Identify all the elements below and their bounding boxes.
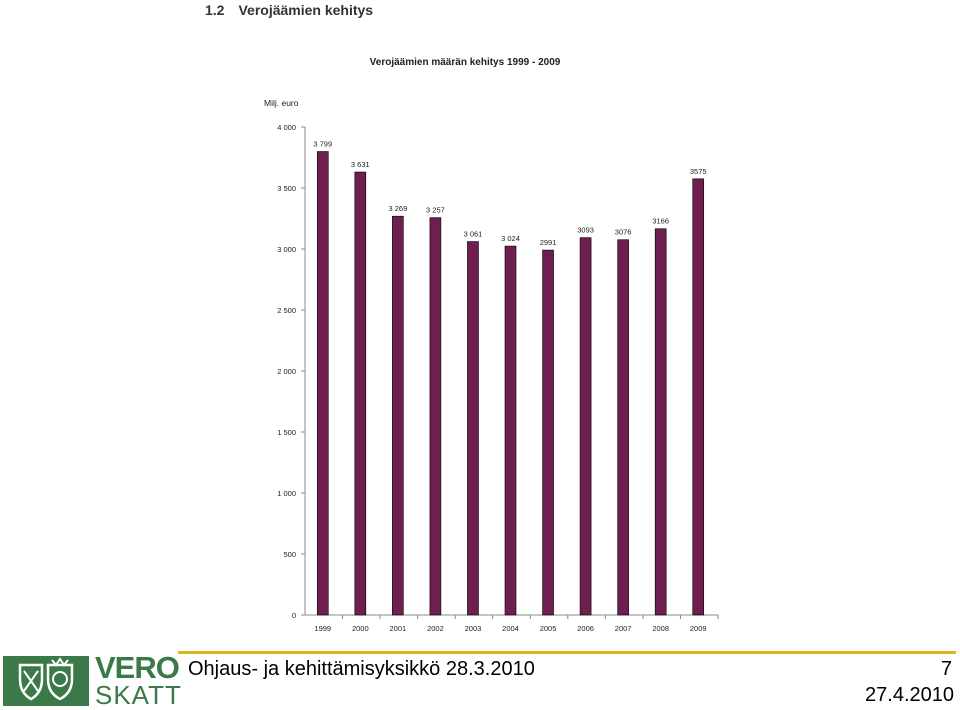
logo-text-skatt: SKATT (95, 680, 182, 710)
bar (316, 151, 329, 616)
x-tick-label: 2002 (427, 624, 444, 633)
x-tick-label: 2003 (465, 624, 482, 633)
x-tick-label: 2009 (690, 624, 707, 633)
data-label: 3575 (690, 167, 707, 176)
y-tick-label: 1 500 (277, 428, 296, 437)
data-label: 3166 (652, 217, 669, 226)
section-heading: 1.2 Verojäämien kehitys (205, 2, 373, 18)
y-axis-label: Milj. euro (264, 98, 299, 108)
bar (654, 228, 667, 616)
x-tick-label: 2000 (352, 624, 369, 633)
bar (392, 215, 404, 616)
y-tick-label: 0 (292, 611, 296, 620)
x-tick-label: 2006 (577, 624, 594, 633)
data-label: 3076 (615, 228, 632, 237)
bar (467, 241, 479, 616)
data-label: 3 269 (388, 204, 407, 213)
y-tick-label: 500 (283, 550, 296, 559)
bar (692, 178, 705, 616)
x-tick-label: 1999 (314, 624, 331, 633)
y-tick-label: 2 000 (277, 367, 296, 376)
section-title: Verojäämien kehitys (238, 2, 374, 18)
data-label: 3 799 (313, 140, 332, 149)
data-labels: 3 799 3 631 3 269 3 257 3 061 3 024 2991 3093 30… (313, 140, 706, 248)
data-label: 3093 (577, 226, 594, 235)
bars (316, 151, 705, 616)
data-label: 3 061 (464, 230, 483, 239)
page-number: 7 (940, 658, 952, 680)
chart-title: Verojäämien määrän kehitys 1999 - 2009 (370, 57, 561, 68)
footer-text: Ohjaus- ja kehittämisyksikkö 28.3.2010 (188, 658, 535, 680)
logo-text-vero: VERO (95, 650, 180, 685)
data-label: 3 024 (501, 234, 520, 243)
x-axis: 1999 2000 2001 2002 2003 2004 2005 2006 2007 2008… (305, 614, 719, 633)
section-number: 1.2 (205, 2, 225, 18)
x-tick-label: 2005 (540, 624, 557, 633)
x-tick-label: 2007 (615, 624, 632, 633)
bar (429, 217, 442, 616)
y-tick-label: 2 500 (277, 306, 296, 315)
y-axis: 0 500 1 000 1 500 2 000 2 500 3 000 3 500 4 000 (277, 123, 306, 620)
vero-skatt-logo: VERO SKATT (2, 650, 182, 710)
bar (354, 171, 367, 616)
bar (579, 237, 592, 616)
x-tick-label: 2004 (502, 624, 519, 633)
x-tick-label: 2001 (390, 624, 407, 633)
y-tick-label: 3 000 (277, 245, 296, 254)
footer-date: 27.4.2010 (865, 684, 954, 706)
bar (542, 249, 554, 616)
logo-emblem-icon (3, 656, 89, 706)
bar (617, 239, 629, 616)
data-label: 2991 (540, 238, 557, 247)
y-tick-label: 3 500 (277, 184, 296, 193)
x-tick-label: 2008 (652, 624, 669, 633)
bar-chart: Verojäämien määrän kehitys 1999 - 2009 M… (264, 57, 719, 633)
data-label: 3 631 (351, 160, 370, 169)
y-tick-label: 4 000 (277, 123, 296, 132)
data-label: 3 257 (426, 206, 445, 215)
footer-rule (178, 651, 956, 654)
y-tick-label: 1 000 (277, 489, 296, 498)
bar (504, 245, 517, 616)
